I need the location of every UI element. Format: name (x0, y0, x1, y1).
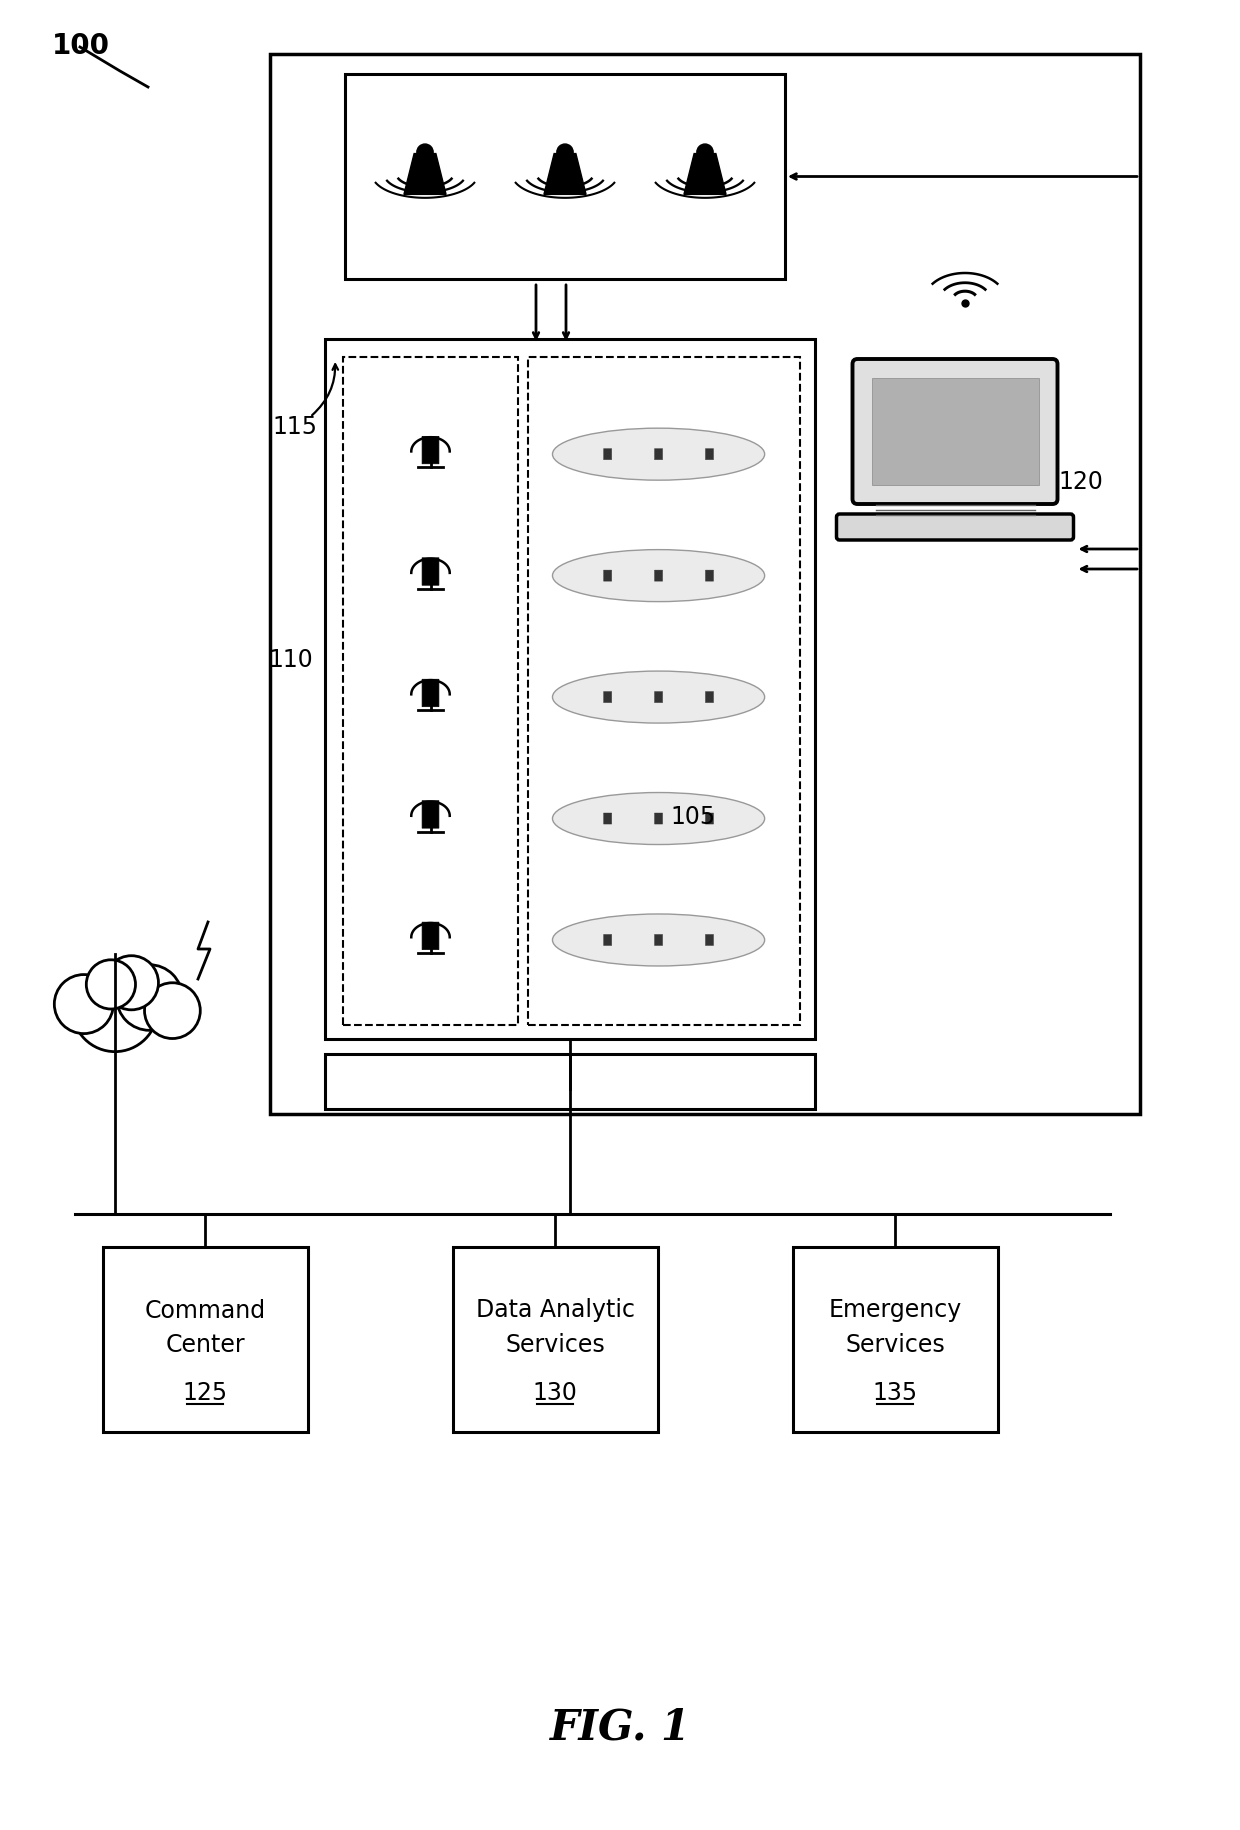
Bar (453, 1248, 657, 1433)
Circle shape (417, 145, 433, 161)
Circle shape (117, 964, 182, 1030)
FancyBboxPatch shape (837, 514, 1074, 540)
Circle shape (145, 983, 201, 1039)
FancyBboxPatch shape (706, 692, 713, 703)
FancyBboxPatch shape (706, 814, 713, 825)
Bar (345, 75, 785, 280)
Bar (872, 379, 1039, 485)
Text: 120: 120 (1058, 470, 1102, 494)
Text: 105: 105 (670, 805, 715, 829)
Bar (270, 55, 1140, 1114)
Circle shape (104, 957, 159, 1010)
Text: Services: Services (505, 1332, 605, 1356)
FancyBboxPatch shape (706, 450, 713, 461)
Polygon shape (684, 154, 727, 196)
FancyBboxPatch shape (706, 571, 713, 582)
Text: 110: 110 (268, 648, 312, 672)
Circle shape (55, 975, 113, 1034)
Polygon shape (544, 154, 587, 196)
FancyBboxPatch shape (853, 361, 1058, 505)
Ellipse shape (553, 792, 765, 845)
Bar (528, 359, 800, 1025)
Circle shape (557, 145, 573, 161)
Bar (343, 359, 518, 1025)
FancyBboxPatch shape (604, 450, 611, 461)
Bar (103, 1248, 308, 1433)
Text: Command: Command (144, 1297, 265, 1321)
FancyBboxPatch shape (655, 692, 662, 703)
Circle shape (87, 961, 135, 1010)
Bar (325, 1054, 815, 1109)
Ellipse shape (553, 428, 765, 481)
FancyBboxPatch shape (604, 692, 611, 703)
Text: 100: 100 (52, 31, 110, 60)
FancyBboxPatch shape (604, 571, 611, 582)
FancyBboxPatch shape (604, 935, 611, 946)
Bar (792, 1248, 997, 1433)
FancyBboxPatch shape (604, 814, 611, 825)
FancyBboxPatch shape (655, 814, 662, 825)
FancyBboxPatch shape (706, 935, 713, 946)
FancyBboxPatch shape (655, 571, 662, 582)
FancyBboxPatch shape (422, 437, 439, 465)
Ellipse shape (553, 551, 765, 602)
Polygon shape (404, 154, 446, 196)
FancyBboxPatch shape (422, 802, 439, 829)
Text: Center: Center (165, 1332, 244, 1356)
Text: 115: 115 (272, 415, 317, 439)
Text: 125: 125 (182, 1380, 228, 1404)
Circle shape (72, 966, 157, 1052)
Text: FIG. 1: FIG. 1 (549, 1706, 691, 1748)
Text: Emergency: Emergency (828, 1297, 962, 1321)
FancyBboxPatch shape (422, 922, 439, 950)
FancyBboxPatch shape (422, 681, 439, 708)
Text: 135: 135 (873, 1380, 918, 1404)
Text: Data Analytic: Data Analytic (475, 1297, 635, 1321)
Circle shape (697, 145, 713, 161)
FancyBboxPatch shape (422, 558, 439, 586)
Ellipse shape (553, 915, 765, 966)
FancyBboxPatch shape (655, 450, 662, 461)
FancyBboxPatch shape (655, 935, 662, 946)
Text: 130: 130 (532, 1380, 578, 1404)
Text: Services: Services (846, 1332, 945, 1356)
Ellipse shape (553, 672, 765, 723)
Bar (325, 340, 815, 1039)
